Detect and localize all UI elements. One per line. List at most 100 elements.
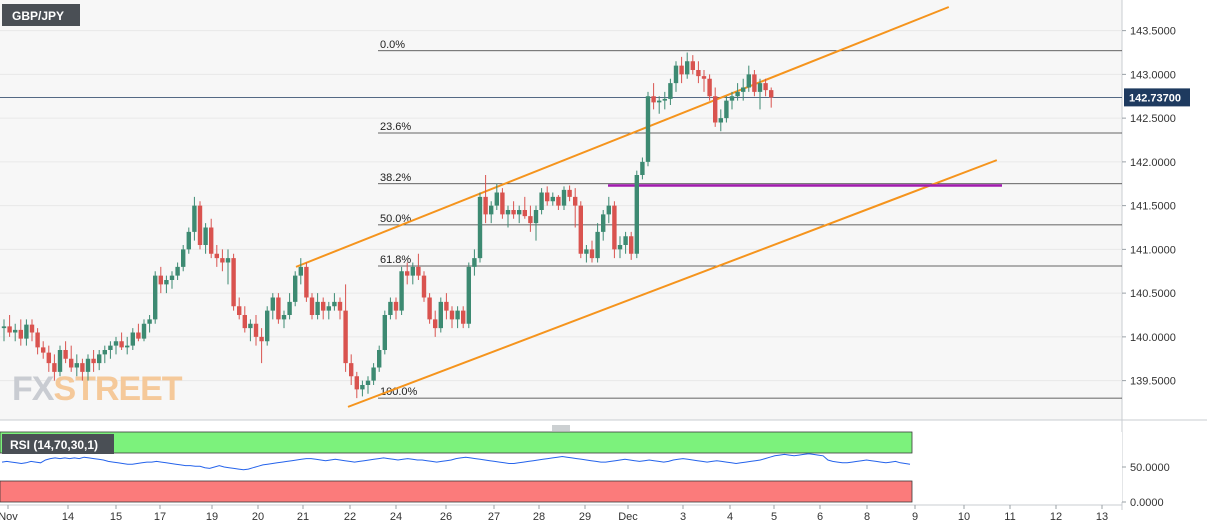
rsi-y-tick-label: 0.0000 [1130, 497, 1164, 509]
x-tick-label: 29 [579, 511, 591, 523]
x-tick-label: 28 [533, 511, 545, 523]
candle-body [253, 323, 259, 337]
candle-body [24, 324, 29, 339]
candle-body [242, 315, 247, 329]
rsi-line [1, 453, 911, 471]
fib-label: 50.0% [380, 213, 411, 225]
candle-body [729, 96, 735, 101]
y-tick-label: 142.0000 [1130, 157, 1176, 169]
candle-body [533, 210, 539, 224]
candle-body [29, 324, 35, 333]
candle-body [304, 266, 309, 298]
x-tick-label: 8 [864, 511, 870, 523]
candle-body [690, 61, 695, 70]
candle-body [102, 350, 107, 355]
fibonacci-levels: 0.0% 23.6% 38.2% 50.0% 61.8% 100.0% [378, 39, 1122, 399]
watermark-text-street: STREET [53, 370, 182, 408]
candle-body [500, 192, 505, 215]
x-tick-label: 13 [1096, 511, 1108, 523]
candle-body [108, 345, 113, 350]
candle-body [477, 196, 483, 259]
candle-body [203, 227, 208, 245]
candle-body [281, 315, 287, 320]
candle-body [741, 87, 746, 92]
candle-body [561, 189, 567, 206]
candle-body [153, 275, 158, 320]
candle-body [528, 216, 533, 224]
candle-body [595, 231, 600, 259]
symbol-label[interactable]: GBP/JPY [2, 4, 80, 26]
panel-resize-handle[interactable] [552, 425, 570, 431]
candle-body [421, 275, 427, 298]
candle-body [35, 332, 40, 348]
x-tick-label: 11 [1004, 511, 1015, 523]
candle-body [601, 214, 606, 232]
candle-body [763, 83, 768, 91]
candle-body [522, 210, 527, 217]
x-tick-label: Dec [618, 511, 638, 523]
candle-body [489, 205, 494, 215]
candle-body [181, 249, 186, 267]
candle-body [567, 189, 572, 197]
candle-body [113, 341, 119, 346]
candle-body [57, 350, 63, 372]
candle-body [757, 83, 763, 92]
candle-body [573, 196, 578, 206]
candle-body [220, 258, 225, 263]
candle-body [169, 275, 175, 280]
candle-body [97, 354, 102, 364]
candlestick-series [1, 52, 774, 399]
candle-body [545, 192, 550, 202]
candle-body [63, 350, 68, 359]
candle-body [209, 227, 214, 254]
candle-body [629, 236, 634, 254]
candle-body [214, 253, 219, 259]
candle-body [7, 326, 12, 333]
x-tick-label: 4 [727, 511, 733, 523]
channel-lower-line [347, 159, 998, 408]
y-tick-label: 143.5000 [1130, 26, 1176, 38]
candle-body [377, 350, 382, 368]
candle-body [472, 258, 477, 267]
candle-body [410, 266, 415, 276]
current-price-value: 142.73700 [1129, 92, 1181, 104]
candle-body [746, 74, 751, 88]
price-axis[interactable]: 143.5000 143.0000 142.5000 142.0000 141.5000… [1122, 26, 1190, 388]
candle-body [612, 205, 617, 250]
candle-body [337, 301, 343, 311]
candle-body [584, 249, 589, 254]
candle-body [175, 266, 180, 276]
x-tick-label: 24 [390, 511, 402, 523]
candle-body [248, 323, 253, 329]
candle-body [192, 205, 197, 232]
candle-body [662, 98, 667, 101]
x-tick-label: 22 [344, 511, 356, 523]
candle-body [225, 258, 231, 263]
candle-body [444, 301, 449, 311]
x-tick-label: 9 [912, 511, 918, 523]
candle-body [13, 329, 18, 333]
y-tick-label: 142.5000 [1130, 113, 1176, 125]
candle-body [752, 74, 757, 92]
candle-body [427, 297, 432, 320]
current-price-tag [1124, 88, 1190, 107]
candle-body [505, 210, 511, 215]
candle-body [332, 301, 337, 307]
x-tick-label: 17 [154, 511, 166, 523]
time-axis[interactable]: Nov 14 15 17 19 20 21 22 24 26 27 28 29 Dec 3 4 5 6 8 9 10 11… [0, 504, 1122, 523]
candle-body [343, 310, 348, 364]
symbol-label-box [2, 4, 80, 26]
price-channel [295, 6, 1002, 408]
candle-body [713, 96, 718, 123]
candle-body [701, 76, 707, 79]
candle-body [438, 301, 443, 329]
x-tick-label: 20 [252, 511, 264, 523]
candle-body [326, 306, 331, 311]
x-tick-label: 14 [62, 511, 74, 523]
rsi-label[interactable]: RSI (14,70,30,1) [2, 434, 114, 454]
candle-body [696, 70, 701, 77]
y-tick-label: 140.5000 [1130, 288, 1176, 300]
fib-label: 61.8% [380, 254, 411, 266]
